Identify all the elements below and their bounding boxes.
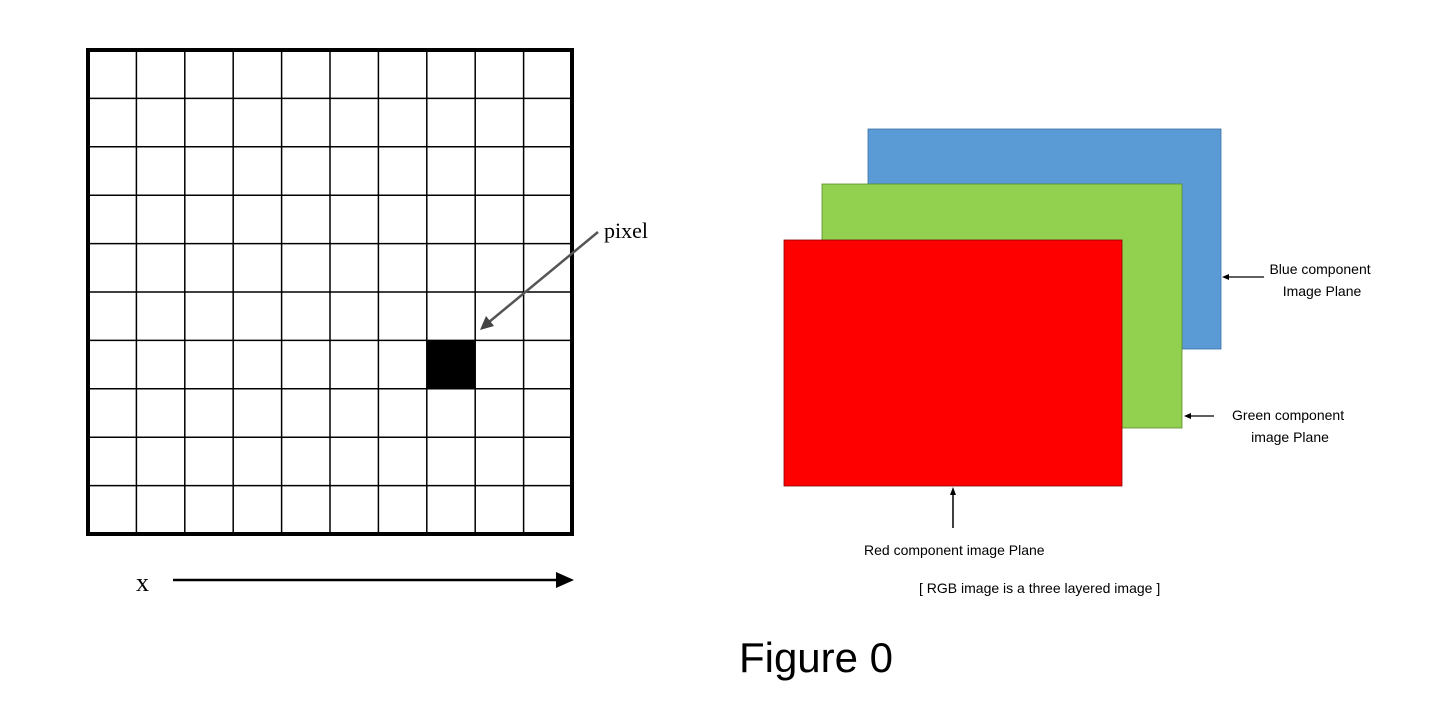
highlighted-pixel — [426, 340, 476, 389]
red-plane-label: Red component image Plane — [864, 542, 1045, 558]
blue-plane-label: Blue component Image Plane — [1269, 261, 1374, 299]
rgb-caption: [ RGB image is a three layered image ] — [919, 580, 1160, 596]
red-plane — [783, 239, 1123, 487]
x-axis-arrowhead — [556, 572, 574, 588]
green-plane-label: Green component image Plane — [1232, 407, 1348, 445]
x-axis-label: x — [136, 568, 149, 597]
red-label-arrowhead — [950, 487, 956, 495]
rgb-planes-diagram: Blue component Image Plane Green compone… — [783, 128, 1374, 596]
pixel-pointer-arrow — [482, 231, 599, 328]
grid-lines — [88, 50, 572, 534]
pixel-grid-diagram: pixel x — [86, 48, 648, 597]
blue-label-arrowhead — [1222, 274, 1229, 280]
pixel-label: pixel — [604, 218, 648, 243]
green-label-arrowhead — [1184, 413, 1191, 419]
figure-caption: Figure 0 — [739, 634, 893, 681]
grid-border — [86, 48, 574, 536]
pixel-pointer-arrowhead — [480, 316, 494, 330]
